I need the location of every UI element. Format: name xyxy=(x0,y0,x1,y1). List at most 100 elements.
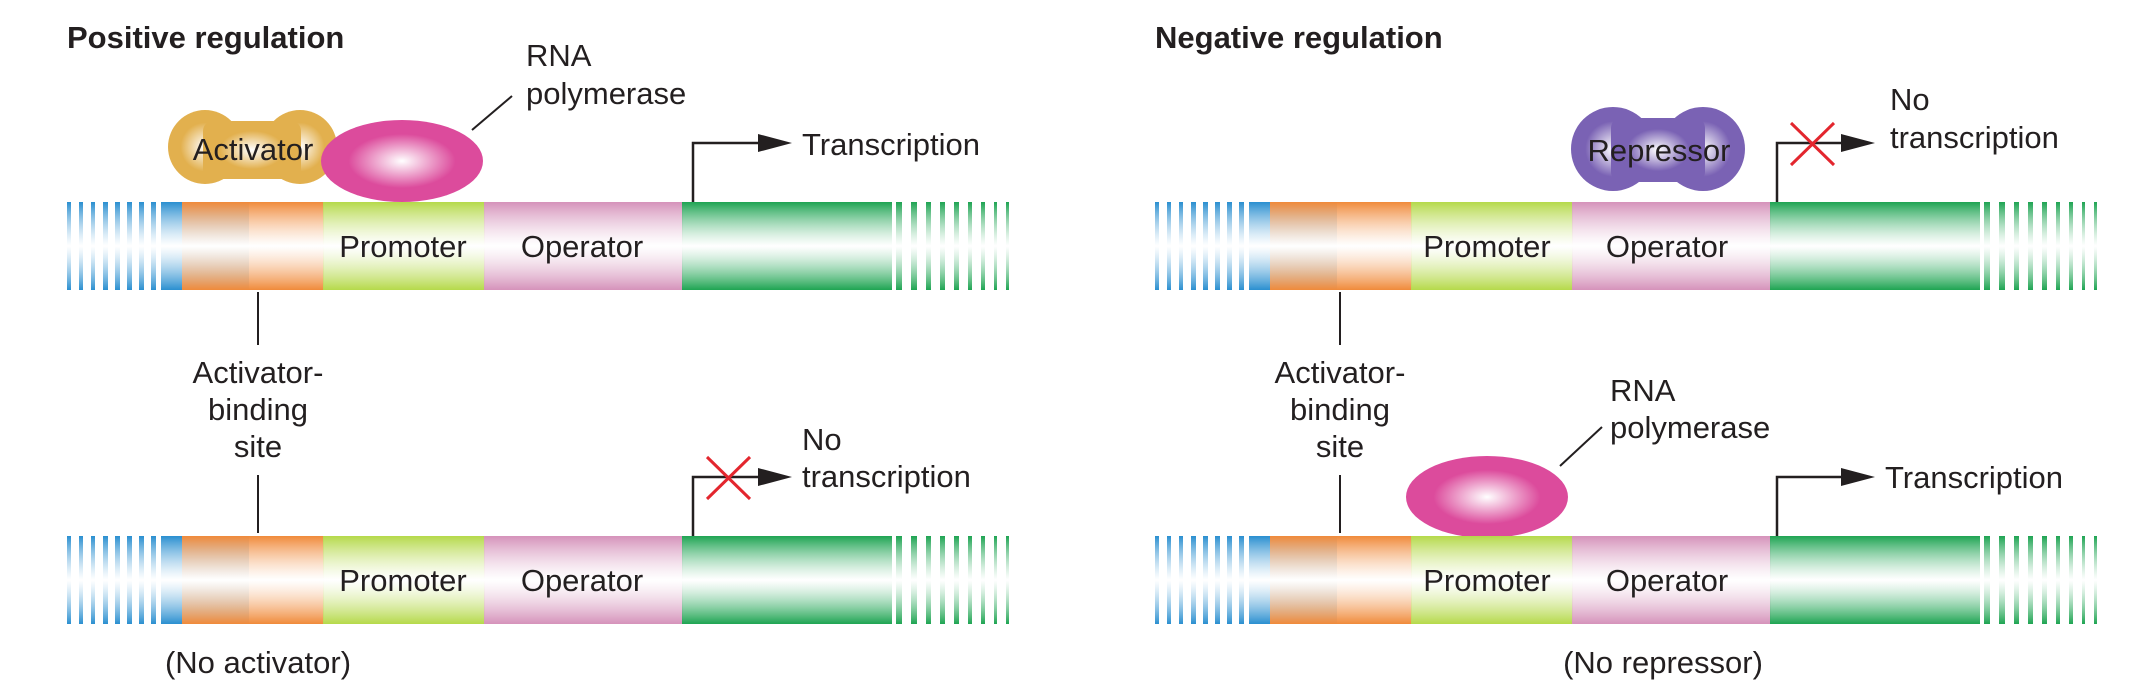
positive-bottom-green-stripe xyxy=(926,536,931,624)
negative-title: Negative regulation xyxy=(1155,20,1443,55)
positive-bottom-operator-segment xyxy=(484,536,683,624)
negative-bottom-blue-stripe xyxy=(1179,536,1183,624)
negative-rna-polymerase xyxy=(1406,456,1568,538)
positive-top-result-label: Transcription xyxy=(802,127,980,162)
negative-bottom-blue-stripe xyxy=(1215,536,1220,624)
negative-bottom-gene-segment xyxy=(1770,536,1980,624)
positive-bottom-green-stripe xyxy=(896,536,902,624)
negative-top-green-stripe xyxy=(1984,202,1990,290)
negative-top-blue-stripe xyxy=(1155,202,1159,290)
positive-bottom-cross-icon xyxy=(705,455,752,501)
positive-bottom-green-stripe xyxy=(1006,536,1009,624)
positive-bottom-promoter-label: Promoter xyxy=(339,563,466,598)
positive-top-green-stripe xyxy=(968,202,972,290)
negative-top-green-stripe xyxy=(2056,202,2060,290)
positive-top-blue-stripe xyxy=(127,202,132,290)
negative-bottom-blue-stripe xyxy=(1227,536,1232,624)
negative-top-blue-stripe xyxy=(1191,202,1196,290)
negative-site-label-line2: binding xyxy=(1290,392,1390,427)
negative-bottom-promoter-label: Promoter xyxy=(1423,563,1550,598)
positive-top-green-stripe xyxy=(954,202,959,290)
positive-top-promoter-label: Promoter xyxy=(339,229,466,264)
positive-top-gene-segment xyxy=(682,202,892,290)
negative-bottom-green-stripe xyxy=(2082,536,2085,624)
negative-top-result-line2: transcription xyxy=(1890,120,2059,155)
positive-polymerase-label-line1: RNA xyxy=(526,38,592,73)
positive-top-blue-stripe xyxy=(91,202,95,290)
positive-title: Positive regulation xyxy=(67,20,344,55)
positive-top-dna xyxy=(67,202,1009,290)
negative-bottom-blue-stripe xyxy=(1191,536,1196,624)
positive-bottom-green-stripe xyxy=(911,536,917,624)
positive-top-green-stripe xyxy=(940,202,945,290)
negative-caption: (No repressor) xyxy=(1563,645,1763,680)
negative-top-blue-stripe xyxy=(1167,202,1171,290)
positive-bottom-blue-stripe xyxy=(91,536,95,624)
negative-top-green-stripe xyxy=(1999,202,2005,290)
positive-bottom-dna xyxy=(67,536,1009,624)
positive-bottom-green-stripe xyxy=(981,536,985,624)
negative-bottom-green-stripe xyxy=(2028,536,2033,624)
activator-label: Activator xyxy=(193,132,314,167)
negative-bottom-green-stripe xyxy=(2094,536,2097,624)
positive-regulation-panel: Positive regulation Promoter Operator Ac… xyxy=(67,20,1009,680)
positive-top-blue-stripe xyxy=(115,202,120,290)
positive-top-blue-stripe xyxy=(79,202,83,290)
negative-bottom-dna xyxy=(1155,536,2097,624)
negative-top-green-stripe xyxy=(2069,202,2073,290)
negative-bottom-green-stripe xyxy=(2042,536,2047,624)
negative-bottom-activator-binding-site-segment xyxy=(1270,536,1412,624)
positive-polymerase-leader-line xyxy=(471,95,513,131)
positive-top-blue-stripe xyxy=(103,202,108,290)
positive-top-activator-binding-site-segment xyxy=(182,202,324,290)
positive-site-label-line1: Activator- xyxy=(193,355,324,390)
positive-top-green-stripe xyxy=(981,202,985,290)
negative-bottom-result-label: Transcription xyxy=(1885,460,2063,495)
positive-bottom-result-line2: transcription xyxy=(802,459,971,494)
negative-top-cross-icon xyxy=(1789,121,1836,167)
positive-top-green-stripe xyxy=(911,202,917,290)
negative-top-gene-segment xyxy=(1770,202,1980,290)
positive-top-promoter-segment xyxy=(323,202,485,290)
positive-top-transcription-arrow xyxy=(691,134,792,202)
positive-bottom-blue-stripe xyxy=(115,536,120,624)
negative-top-green-stripe xyxy=(2014,202,2019,290)
negative-top-transcription-arrow xyxy=(1775,134,1875,202)
positive-bottom-blue-stripe xyxy=(67,536,71,624)
negative-bottom-operator-label: Operator xyxy=(1606,563,1728,598)
positive-top-operator-label: Operator xyxy=(521,229,643,264)
positive-rna-polymerase xyxy=(321,120,483,202)
negative-top-green-stripe xyxy=(2042,202,2047,290)
negative-bottom-green-stripe xyxy=(1999,536,2005,624)
positive-top-green-stripe xyxy=(926,202,931,290)
negative-top-blue-stripe xyxy=(1239,202,1244,290)
negative-bottom-blue-stripe xyxy=(1239,536,1244,624)
positive-bottom-gene-segment xyxy=(682,536,892,624)
positive-caption: (No activator) xyxy=(165,645,351,680)
negative-bottom-blue-stripe xyxy=(1203,536,1208,624)
negative-bottom-green-stripe xyxy=(2014,536,2019,624)
negative-site-label-line1: Activator- xyxy=(1275,355,1406,390)
positive-bottom-blue-stripe xyxy=(139,536,144,624)
negative-top-operator-segment xyxy=(1572,202,1771,290)
positive-polymerase-label-line2: polymerase xyxy=(526,76,686,111)
negative-bottom-blue-stripe xyxy=(1155,536,1159,624)
negative-top-promoter-label: Promoter xyxy=(1423,229,1550,264)
repressor-label: Repressor xyxy=(1588,133,1731,168)
positive-top-blue-stripe xyxy=(151,202,156,290)
positive-bottom-green-stripe xyxy=(954,536,959,624)
negative-polymerase-leader-line xyxy=(1559,426,1603,467)
negative-top-blue-stripe xyxy=(1179,202,1183,290)
negative-top-dna xyxy=(1155,202,2097,290)
negative-top-green-stripe xyxy=(2028,202,2033,290)
positive-bottom-result-line1: No xyxy=(802,422,842,457)
negative-bottom-operator-segment xyxy=(1572,536,1771,624)
positive-top-blue-stripe xyxy=(139,202,144,290)
negative-regulation-panel: Negative regulation Promoter Operator Re… xyxy=(1155,20,2097,680)
negative-bottom-green-stripe xyxy=(1984,536,1990,624)
positive-bottom-green-stripe xyxy=(968,536,972,624)
positive-bottom-blue-stripe xyxy=(79,536,83,624)
positive-site-label-line2: binding xyxy=(208,392,308,427)
positive-top-green-stripe xyxy=(1006,202,1009,290)
positive-bottom-promoter-segment xyxy=(323,536,485,624)
